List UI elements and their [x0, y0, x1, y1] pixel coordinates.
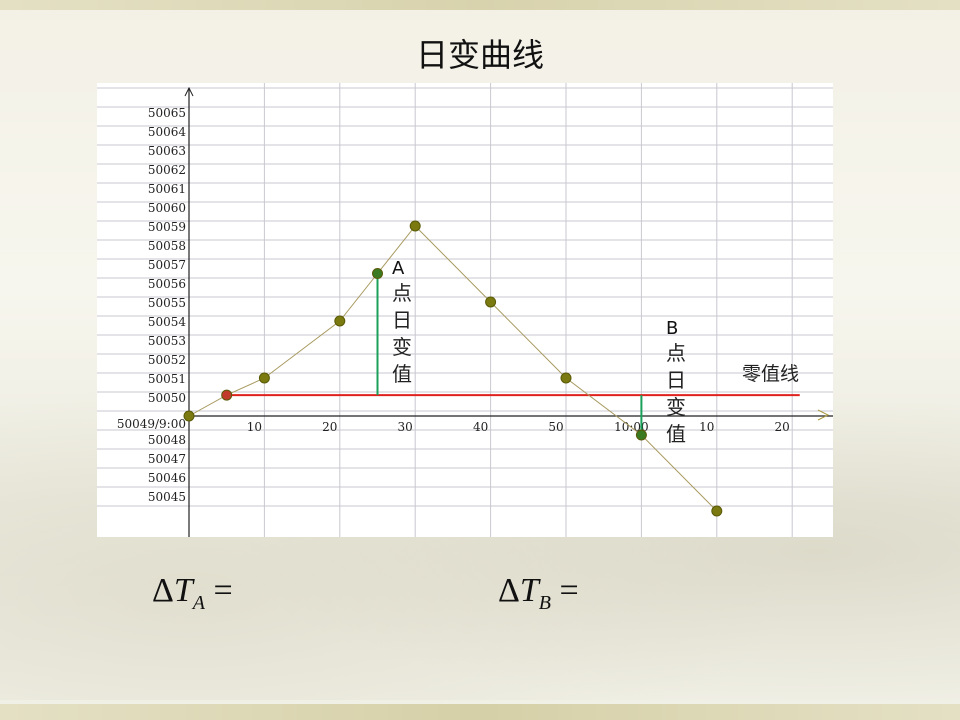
- annotation-char: 点: [392, 281, 412, 305]
- y-tick-label: 50050: [148, 391, 186, 405]
- y-tick-label: 50046: [148, 471, 186, 485]
- data-point: [711, 505, 723, 517]
- y-tick-label: 50059: [148, 220, 186, 234]
- y-tick-label: 50055: [148, 296, 186, 310]
- data-point: [635, 429, 647, 441]
- y-tick-label: 50061: [148, 182, 186, 196]
- formula-var: T: [173, 572, 193, 609]
- y-tick-label: 50057: [148, 258, 186, 272]
- data-point: [485, 296, 497, 308]
- data-point: [258, 372, 270, 384]
- data-point: [334, 315, 346, 327]
- formula-delta-tb: ΔTB =: [498, 572, 579, 615]
- annotation-char: 值: [392, 362, 412, 386]
- origin-label: 50049/9:00: [117, 417, 186, 431]
- annotation-char: 变: [392, 335, 412, 359]
- plot-area: [97, 83, 833, 537]
- formula-sub: A: [192, 591, 206, 614]
- annotation-char: 点: [666, 341, 686, 365]
- x-tick-label: 50: [548, 420, 563, 434]
- data-point: [409, 220, 421, 232]
- formula-eq: =: [213, 572, 233, 609]
- annotation-char: 值: [666, 422, 686, 446]
- data-point: [560, 372, 572, 384]
- x-tick-label: 20: [322, 420, 337, 434]
- y-tick-label: 50047: [148, 452, 186, 466]
- x-tick-label: 40: [473, 420, 488, 434]
- formula-delta-ta: ΔTA =: [152, 572, 233, 615]
- x-tick-label: 10: [699, 420, 714, 434]
- y-tick-label: 50062: [148, 163, 186, 177]
- slide-title: 日变曲线: [415, 36, 544, 74]
- data-point: [221, 389, 233, 401]
- y-tick-label: 50053: [148, 334, 186, 348]
- annotation-char: 变: [666, 395, 686, 419]
- series-line: [188, 225, 718, 512]
- x-tick-label: 30: [398, 420, 413, 434]
- y-tick-label: 50058: [148, 239, 186, 253]
- y-tick-label: 50056: [148, 277, 186, 291]
- y-tick-label: 50054: [148, 315, 187, 329]
- delta-symbol: Δ: [152, 572, 174, 609]
- y-tick-label: 50052: [148, 353, 186, 367]
- x-axis-arrow-icon: [817, 409, 830, 421]
- top-band: [0, 0, 960, 10]
- y-tick-label: 50048: [148, 433, 186, 447]
- annotation-char: 日: [666, 368, 686, 392]
- annotation-letter-b: B: [666, 318, 678, 339]
- x-tick-label: 20: [775, 420, 790, 434]
- formula-var: T: [519, 572, 539, 609]
- x-tick-label: 10: [247, 420, 262, 434]
- formula-sub: B: [538, 591, 552, 614]
- data-point: [183, 410, 195, 422]
- data-point: [372, 268, 383, 279]
- y-tick-label: 50063: [148, 144, 186, 158]
- y-tick-label: 50065: [148, 106, 186, 120]
- zero-line-label: 零值线: [742, 363, 799, 385]
- y-tick-label: 50064: [148, 125, 187, 139]
- annotation-letter-a: A: [392, 258, 405, 279]
- y-axis-arrow-icon: [184, 86, 194, 97]
- y-tick-label: 50045: [148, 490, 186, 504]
- bottom-band: [0, 704, 960, 720]
- delta-symbol: Δ: [498, 572, 520, 609]
- annotation-char: 日: [392, 308, 412, 332]
- y-tick-label: 50060: [148, 201, 186, 215]
- formula-eq: =: [559, 572, 579, 609]
- y-tick-label: 50051: [148, 372, 186, 386]
